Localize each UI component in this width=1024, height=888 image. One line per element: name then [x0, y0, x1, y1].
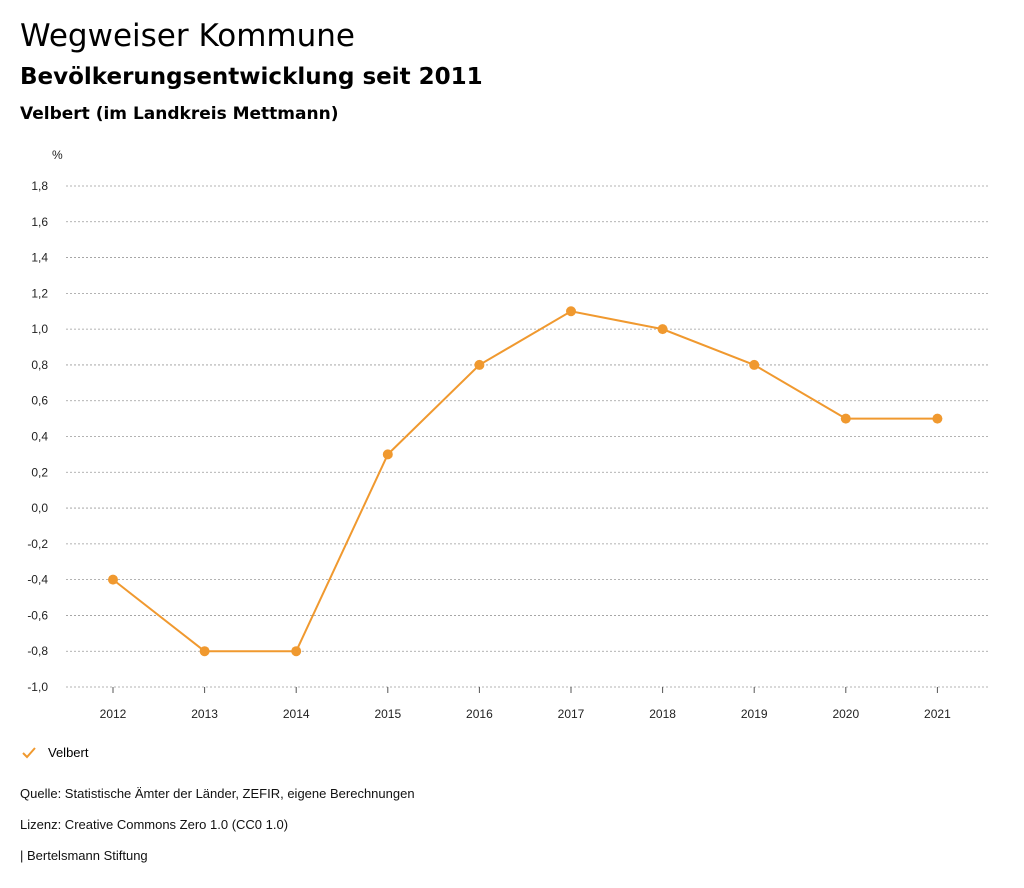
x-tick-label: 2016 — [466, 707, 493, 721]
source-text: Quelle: Statistische Ämter der Länder, Z… — [20, 786, 415, 801]
data-point[interactable] — [199, 646, 210, 657]
y-tick-label: -0,2 — [27, 537, 48, 551]
line-chart: % -1,0 -0,8 -0,6 -0,4 -0,2 0,0 0,2 0,4 0,6 0,8 1,0 1… — [27, 148, 990, 721]
data-point[interactable] — [657, 324, 668, 335]
y-tick-label: 1,0 — [31, 322, 48, 336]
y-tick-label: -1,0 — [27, 680, 48, 694]
y-tick-label: 0,6 — [31, 394, 48, 408]
data-point[interactable] — [474, 359, 485, 370]
x-tick-label: 2014 — [283, 707, 310, 721]
y-tick-label: 0,0 — [31, 501, 48, 515]
y-tick-label: 0,2 — [31, 465, 48, 479]
y-tick-label: -0,4 — [27, 573, 48, 587]
data-point[interactable] — [840, 413, 851, 424]
y-tick-label: 1,4 — [31, 251, 48, 265]
x-tick-label: 2015 — [374, 707, 401, 721]
x-tick-label: 2018 — [649, 707, 676, 721]
publisher-text: | Bertelsmann Stiftung — [20, 848, 148, 863]
series-layer — [108, 306, 943, 657]
check-icon — [22, 746, 36, 758]
y-tick-label: 1,2 — [31, 286, 48, 300]
y-axis-unit: % — [52, 148, 63, 162]
axes: % -1,0 -0,8 -0,6 -0,4 -0,2 0,0 0,2 0,4 0,6 0,8 1,0 1… — [27, 148, 951, 721]
license-text: Lizenz: Creative Commons Zero 1.0 (CC0 1… — [20, 817, 289, 832]
legend-item-velbert: Velbert — [48, 745, 89, 760]
data-point[interactable] — [749, 359, 760, 370]
y-tick-label: 0,8 — [31, 358, 48, 372]
data-point[interactable] — [382, 449, 393, 460]
x-tick-label: 2017 — [558, 707, 585, 721]
x-tick-label: 2021 — [924, 707, 951, 721]
page-title: Wegweiser Kommune — [20, 18, 355, 54]
x-tick-label: 2020 — [832, 707, 859, 721]
chart-subtitle: Bevölkerungsentwicklung seit 2011 — [20, 64, 483, 90]
x-tick-label: 2013 — [191, 707, 218, 721]
data-point[interactable] — [291, 646, 302, 657]
x-tick-label: 2012 — [100, 707, 127, 721]
data-point[interactable] — [566, 306, 576, 317]
y-tick-label: 1,6 — [31, 215, 48, 229]
data-point[interactable] — [932, 413, 943, 424]
legend[interactable]: Velbert — [22, 745, 88, 760]
y-tick-label: -0,6 — [27, 608, 48, 622]
data-point[interactable] — [108, 574, 118, 585]
x-tick-label: 2019 — [741, 707, 768, 721]
region-label: Velbert (im Landkreis Mettmann) — [20, 104, 339, 124]
y-tick-label: 0,4 — [31, 430, 48, 444]
y-tick-label: 1,8 — [31, 179, 48, 193]
series-line — [112, 310, 938, 653]
grid-lines — [66, 185, 990, 688]
y-tick-label: -0,8 — [27, 644, 48, 658]
